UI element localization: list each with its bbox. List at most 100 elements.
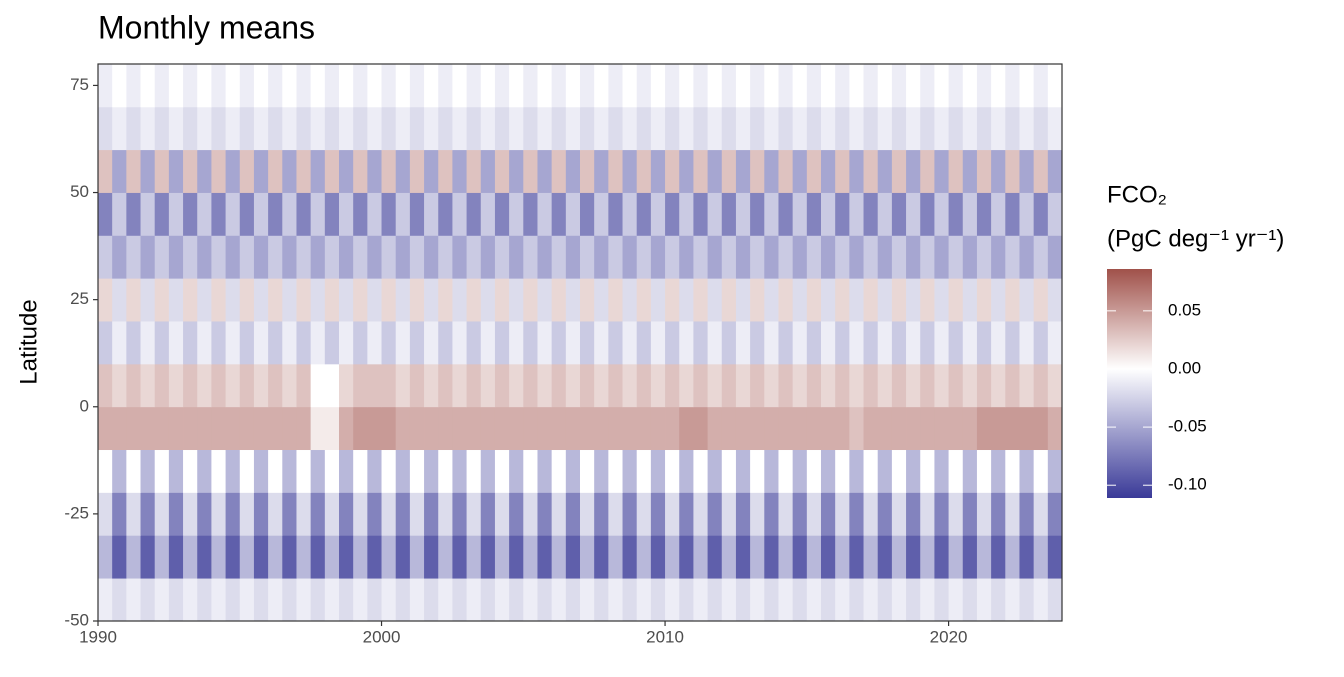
heatmap-cell [381, 449, 397, 493]
heatmap-cell [282, 492, 297, 536]
heatmap-cell [324, 535, 340, 579]
heatmap-cell [282, 192, 297, 236]
heatmap-cell [778, 363, 794, 408]
heatmap-cell [126, 321, 141, 365]
heatmap-cell [253, 363, 269, 408]
heatmap-cell [494, 492, 510, 536]
heatmap-cell [679, 192, 694, 236]
heatmap-cell [183, 449, 198, 493]
heatmap-cell [962, 535, 978, 579]
heatmap-cell [367, 278, 382, 322]
heatmap-cell [764, 492, 779, 536]
heatmap-cell [565, 535, 581, 579]
heatmap-cell [750, 106, 765, 151]
heatmap-cell [1047, 406, 1063, 451]
heatmap-cell [154, 192, 170, 236]
heatmap-cell [707, 449, 723, 493]
heatmap-cell [509, 106, 524, 151]
heatmap-cell [693, 278, 708, 322]
heatmap-cell [523, 278, 538, 322]
heatmap-cell [324, 192, 340, 236]
heatmap-cell [324, 321, 340, 365]
heatmap-cell [735, 278, 751, 322]
heatmap-cell [126, 192, 141, 236]
heatmap-cell [183, 406, 198, 451]
heatmap-cell [353, 363, 368, 408]
heatmap-cell [778, 278, 794, 322]
heatmap-cell [821, 106, 836, 151]
heatmap-cell [920, 192, 935, 236]
heatmap-cell [409, 106, 425, 151]
heatmap-cell [480, 192, 496, 236]
heatmap-cell [409, 449, 425, 493]
heatmap-cell [1047, 192, 1063, 236]
heatmap-cell [1033, 64, 1049, 108]
heatmap-cell [551, 449, 567, 493]
heatmap-cell [806, 363, 822, 408]
heatmap-cell [211, 535, 226, 579]
heatmap-cell [991, 363, 1006, 408]
heatmap-cell [622, 449, 638, 493]
heatmap-cell [239, 192, 255, 236]
heatmap-cell [991, 492, 1006, 536]
heatmap-cell [112, 149, 127, 193]
heatmap-cell [509, 406, 524, 451]
heatmap-cell [778, 106, 794, 151]
heatmap-cell [211, 363, 226, 408]
heatmap-cell [863, 278, 879, 322]
heatmap-cell [466, 106, 482, 151]
heatmap-cell [381, 363, 397, 408]
heatmap-cell [608, 192, 623, 236]
heatmap-cell [806, 449, 822, 493]
heatmap-cell [934, 578, 949, 622]
heatmap-cell [381, 192, 397, 236]
heatmap-cell [849, 321, 864, 365]
x-tick-label: 2020 [930, 627, 968, 646]
heatmap-cell [636, 578, 652, 622]
heatmap-cell [920, 406, 935, 451]
heatmap-cell [976, 449, 992, 493]
heatmap-cell [920, 106, 935, 151]
heatmap-cell [948, 235, 964, 279]
heatmap-cell [367, 64, 382, 108]
heatmap-cell [367, 149, 382, 193]
heatmap-cell [594, 192, 609, 236]
heatmap-cell [480, 106, 496, 151]
heatmap-cell [877, 149, 893, 193]
heatmap-cell [594, 321, 609, 365]
heatmap-cell [1019, 363, 1035, 408]
y-tick-label: 75 [70, 75, 89, 94]
heatmap-cell [452, 406, 467, 451]
heatmap-cell [225, 321, 241, 365]
heatmap-cell [934, 64, 949, 108]
heatmap-cell [707, 149, 723, 193]
heatmap-cell [494, 321, 510, 365]
heatmap-cell [197, 363, 212, 408]
heatmap-cell [806, 321, 822, 365]
heatmap-cell [438, 192, 453, 236]
heatmap-cell [537, 278, 553, 322]
heatmap-cell [778, 235, 794, 279]
heatmap-cell [140, 535, 156, 579]
heatmap-cell [282, 64, 297, 108]
heatmap-cell [353, 535, 368, 579]
heatmap-cell [863, 235, 879, 279]
heatmap-cell [565, 278, 581, 322]
heatmap-cell [735, 406, 751, 451]
heatmap-cell [707, 321, 723, 365]
heatmap-cell [693, 449, 708, 493]
heatmap-cell [367, 492, 382, 536]
heatmap-cell [806, 149, 822, 193]
heatmap-cell [962, 192, 978, 236]
heatmap-cell [764, 106, 779, 151]
heatmap-cell [253, 278, 269, 322]
heatmap-cell [806, 406, 822, 451]
heatmap-cell [594, 106, 609, 151]
heatmap-cell [721, 149, 737, 193]
heatmap-cell [693, 64, 708, 108]
heatmap-cell [268, 278, 283, 322]
heatmap-cell [679, 535, 694, 579]
x-tick-label: 2010 [646, 627, 684, 646]
heatmap-cell [381, 321, 397, 365]
